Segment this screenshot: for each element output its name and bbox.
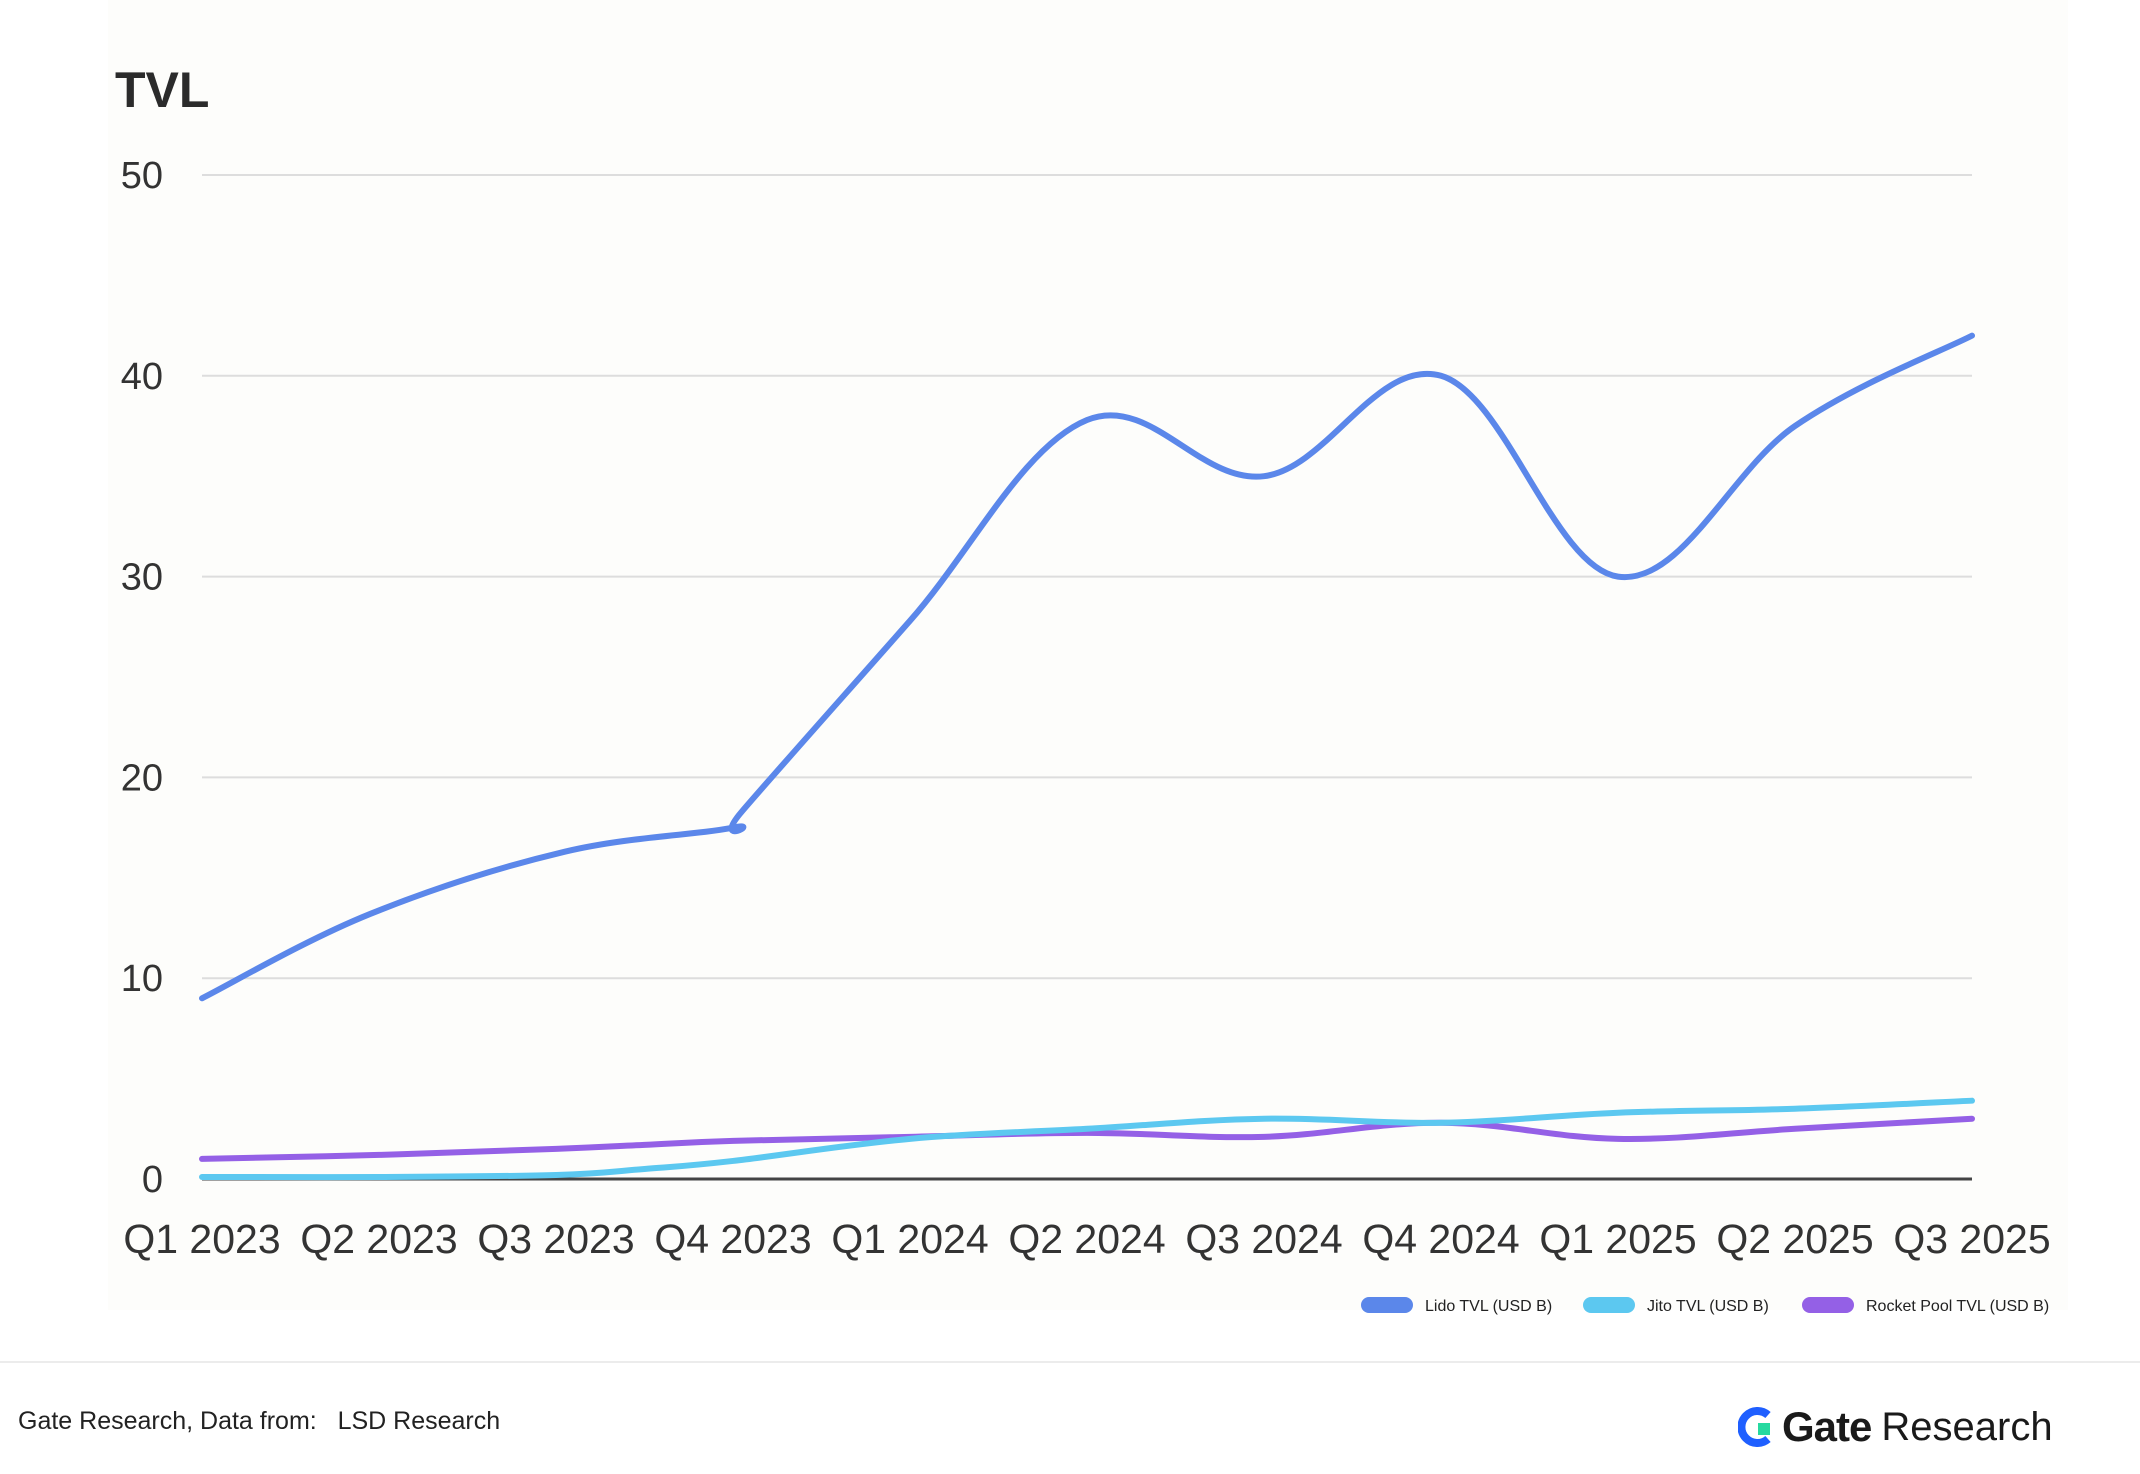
y-tick-label: 40 — [121, 356, 163, 398]
series-line-lido — [199, 332, 1975, 1002]
x-tick-label: Q1 2024 — [831, 1216, 988, 1262]
legend: Lido TVL (USD B) Jito TVL (USD B) Rocket P… — [1361, 1297, 2049, 1315]
legend-label: Rocket Pool TVL (USD B) — [1866, 1298, 2049, 1315]
x-tick-label: Q3 2024 — [1185, 1216, 1342, 1262]
legend-swatch — [1361, 1297, 1413, 1313]
y-tick-label: 50 — [121, 155, 163, 197]
tvl-line-chart: TVL 0 10 20 30 40 50 Q1 2023 Q2 2023 Q3 2023 Q4 … — [115, 62, 2051, 1315]
series-lines — [199, 332, 1975, 1181]
legend-label: Jito TVL (USD B) — [1647, 1298, 1769, 1315]
legend-swatch — [1583, 1297, 1635, 1313]
footer-divider — [0, 1361, 2140, 1363]
brand-subtitle: Research — [1881, 1404, 2053, 1449]
x-tick-label: Q2 2025 — [1716, 1216, 1873, 1262]
brand-name: Gate — [1782, 1403, 1872, 1450]
x-tick-label: Q2 2024 — [1008, 1216, 1165, 1262]
x-tick-label: Q4 2024 — [1362, 1216, 1519, 1262]
series-line-rocket — [199, 1115, 1975, 1162]
x-tick-label: Q1 2023 — [123, 1216, 280, 1262]
chart-card: TVL 0 10 20 30 40 50 Q1 2023 Q2 2023 Q3 2023 Q4 … — [108, 0, 2068, 1315]
x-tick-label: Q2 2023 — [300, 1216, 457, 1262]
data-source-note: Gate Research, Data from: LSD Research — [18, 1407, 501, 1435]
legend-swatch — [1802, 1297, 1854, 1313]
y-axis-ticks: 0 10 20 30 40 50 — [121, 155, 163, 1201]
y-tick-label: 0 — [142, 1159, 163, 1201]
x-tick-label: Q1 2025 — [1539, 1216, 1696, 1262]
gate-research-logo: Gate Research — [1738, 1397, 2053, 1457]
y-tick-label: 20 — [121, 757, 163, 799]
y-tick-label: 30 — [121, 557, 163, 599]
series-line-jito — [199, 1097, 1975, 1181]
x-axis-ticks: Q1 2023 Q2 2023 Q3 2023 Q4 2023 Q1 2024 Q2 20… — [123, 1216, 2050, 1262]
chart-title: TVL — [115, 62, 209, 118]
x-tick-label: Q4 2023 — [654, 1216, 811, 1262]
legend-label: Lido TVL (USD B) — [1425, 1298, 1552, 1315]
x-tick-label: Q3 2023 — [477, 1216, 634, 1262]
grid-lines — [202, 174, 1972, 1181]
x-tick-label: Q3 2025 — [1893, 1216, 2050, 1262]
y-tick-label: 10 — [121, 958, 163, 1000]
gate-logo-icon — [1738, 1407, 1771, 1447]
